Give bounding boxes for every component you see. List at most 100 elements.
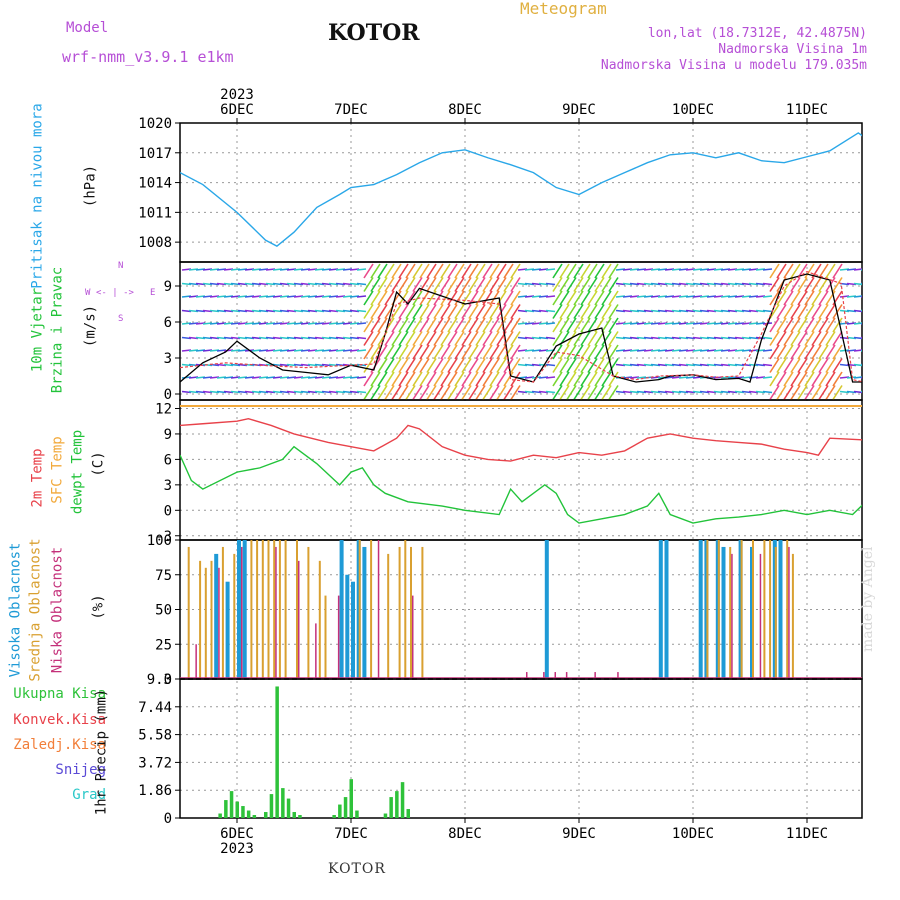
wind-arrow xyxy=(573,304,584,319)
precip-label-snow: Snijeg xyxy=(55,762,106,778)
y-tick-label: 6 xyxy=(164,452,172,468)
wind-arrow xyxy=(762,336,773,340)
wind-arrow xyxy=(762,363,773,367)
wind-arrow xyxy=(447,344,458,360)
wind-arrow xyxy=(594,331,605,346)
y-tick-label: 0 xyxy=(164,811,172,827)
precip-bar xyxy=(235,801,239,818)
cloud-low-bar xyxy=(298,560,300,679)
wind-arrow xyxy=(433,277,444,292)
cloud-mid-bar xyxy=(250,540,253,679)
wind-arrow xyxy=(552,277,563,292)
y-tick-label: 0 xyxy=(164,503,172,519)
precip-panel: 0 1.86 3.72 5.58 7.44 9.3 xyxy=(138,672,863,827)
wind-arrow xyxy=(440,371,451,387)
wind-arrow xyxy=(594,277,605,292)
wind-arrow xyxy=(594,304,605,319)
y-tick-label: 5.58 xyxy=(138,728,172,744)
wind-arrow xyxy=(405,304,416,319)
y-tick-label: 6 xyxy=(164,315,172,331)
wind-arrow xyxy=(440,358,451,373)
wind-arrow xyxy=(601,263,612,279)
cloud-low-bar xyxy=(275,546,277,679)
wind-arrow xyxy=(769,317,780,333)
wind-arrow xyxy=(461,304,472,319)
model-altitude-label: Nadmorska Visina u modelu 179.035m xyxy=(600,58,867,73)
wind-arrow xyxy=(447,290,458,306)
wind-arrow xyxy=(510,331,521,346)
wind-arrow xyxy=(370,290,381,306)
wind-arrow xyxy=(811,317,822,333)
wind-arrow xyxy=(468,358,479,373)
wind-arrow xyxy=(419,385,430,400)
wind-arrow xyxy=(587,371,598,387)
cloud-high-bar xyxy=(237,540,241,679)
cloud-mid-bar xyxy=(717,540,720,679)
wind-arrow xyxy=(832,331,843,346)
precip-bar xyxy=(343,797,348,818)
wind-arrow xyxy=(832,371,843,387)
wind-arrow xyxy=(377,263,388,279)
pressure-unit: (hPa) xyxy=(82,164,99,208)
wind-arrow xyxy=(818,317,829,333)
wind-arrow xyxy=(580,385,591,400)
wind-arrow xyxy=(503,385,514,400)
cloud-low-bar xyxy=(617,672,619,679)
wind-arrow xyxy=(482,331,493,346)
cloud-mid-bar xyxy=(233,553,236,679)
wind-arrow xyxy=(818,277,829,292)
wind-arrow xyxy=(594,263,605,279)
wind-arrow xyxy=(370,385,381,400)
wind-arrow xyxy=(461,331,472,346)
y-tick-label: 1014 xyxy=(138,176,172,192)
cloud-high-bar xyxy=(225,581,230,679)
wind-arrow xyxy=(573,358,584,373)
wind-arrow xyxy=(489,290,500,306)
wind-arrow xyxy=(608,277,619,292)
wind-arrow xyxy=(482,371,493,387)
wind-arrow xyxy=(510,263,521,279)
wind-arrow xyxy=(790,371,801,387)
wind-arrow xyxy=(461,358,472,373)
wind-arrow xyxy=(825,385,836,400)
wind-arrow xyxy=(587,385,598,400)
wind-arrow xyxy=(783,317,794,333)
wind-arrow xyxy=(573,263,584,279)
cloud-mid-bar xyxy=(387,553,390,679)
wind-arrow xyxy=(391,277,402,292)
wind-arrow xyxy=(552,331,563,346)
wind-arrow xyxy=(356,349,367,352)
wind-arrow xyxy=(776,263,787,279)
cloud-mid-bar xyxy=(404,540,407,679)
wind-arrow xyxy=(468,344,479,360)
cloud-mid-bar xyxy=(318,560,321,679)
wind-arrow xyxy=(377,304,388,319)
wind-arrow xyxy=(461,344,472,360)
wind-arrow xyxy=(811,385,822,400)
wind-arrow xyxy=(769,331,780,346)
wind-arrow xyxy=(832,263,843,279)
wind-arrow xyxy=(440,385,451,400)
wind-arrow xyxy=(825,263,836,279)
y-tick-label: 0 xyxy=(164,387,172,403)
wind-arrow xyxy=(356,309,367,313)
wind-arrow xyxy=(608,331,619,346)
wind-arrow xyxy=(769,358,780,373)
wind-arrow xyxy=(783,358,794,373)
wind-arrow xyxy=(510,290,521,306)
precip-bar xyxy=(332,815,336,818)
wind-arrow xyxy=(412,358,423,373)
precip-bar xyxy=(286,798,291,818)
y-tick-label: 75 xyxy=(155,568,172,584)
wind-arrow xyxy=(573,277,584,292)
wind-arrow xyxy=(580,263,591,279)
wind-arrow xyxy=(769,371,780,387)
wind-arrow xyxy=(377,344,388,360)
cloud-mid-bar xyxy=(358,540,361,679)
wind-arrow xyxy=(440,304,451,319)
wind-arrow xyxy=(503,317,514,333)
wind-arrow xyxy=(776,344,787,360)
cloud-mid-bar xyxy=(278,540,281,679)
wind-arrow xyxy=(454,317,465,333)
precip-label-freezing: Zaledj.Kisa xyxy=(13,737,106,753)
